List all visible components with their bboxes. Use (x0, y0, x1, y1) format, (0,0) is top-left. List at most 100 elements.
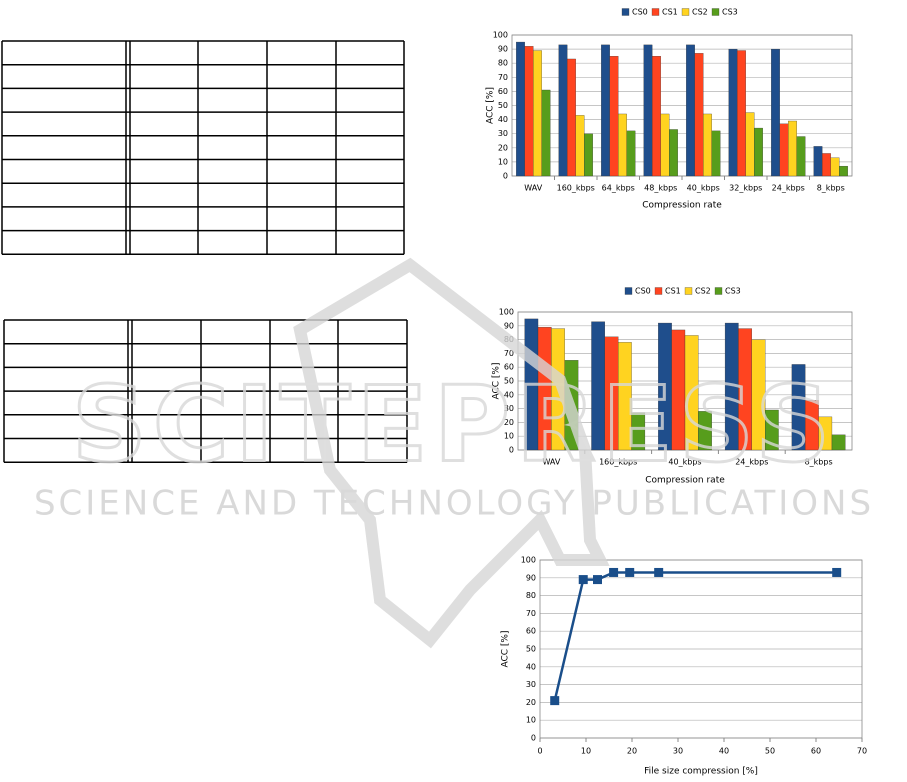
legend-label: CS1 (665, 287, 681, 296)
marker (578, 575, 588, 585)
y-tick-label: 60 (504, 363, 514, 372)
bar (660, 113, 670, 177)
x-tick-label: 160_kbps (599, 458, 637, 467)
legend-swatch (711, 8, 720, 16)
x-tick-label: 160_kbps (557, 184, 595, 193)
y-tick-label: 0 (531, 734, 536, 743)
x-tick-label: 48_kbps (644, 184, 677, 193)
y-tick-label: 40 (498, 115, 508, 124)
bar (751, 339, 766, 451)
y-tick-label: 80 (526, 591, 536, 600)
marker (550, 696, 560, 706)
bar (652, 56, 661, 177)
bar (839, 165, 848, 177)
bar (533, 50, 542, 177)
bar (745, 112, 755, 177)
watermark-logo (293, 257, 610, 649)
legend-label: CS0 (632, 8, 648, 17)
x-tick-label: 32_kbps (729, 184, 762, 193)
bar (524, 46, 534, 177)
bar (618, 113, 627, 177)
bar (609, 56, 619, 177)
legend-swatch (684, 287, 693, 295)
legend-label: CS1 (662, 8, 678, 17)
x-tick-label: 40_kbps (668, 458, 701, 467)
bar (822, 153, 831, 177)
y-tick-label: 40 (504, 390, 514, 399)
x-axis-label: Compression rate (645, 476, 725, 486)
y-axis-label: ACC [%] (492, 362, 502, 399)
bar (830, 157, 840, 177)
plot-frame (539, 559, 863, 739)
x-tick-label: 40 (719, 747, 729, 756)
legend-swatch (651, 8, 660, 16)
x-tick-label: 24_kbps (735, 458, 768, 467)
y-axis-label: ACC [%] (501, 630, 511, 667)
y-tick-label: 50 (498, 101, 508, 110)
bar (669, 129, 678, 177)
y-tick-label: 30 (498, 129, 508, 138)
bar (703, 113, 712, 177)
y-tick-label: 0 (503, 172, 508, 181)
bar (643, 44, 653, 177)
legend-swatch (654, 287, 663, 295)
y-tick-label: 10 (526, 716, 536, 725)
y-tick-label: 20 (526, 698, 536, 707)
legend-swatch (681, 8, 690, 16)
y-tick-label: 70 (504, 349, 514, 358)
bar (567, 58, 576, 177)
y-tick-label: 20 (504, 418, 514, 427)
bar (737, 50, 746, 177)
bar (694, 53, 704, 177)
bar (711, 130, 721, 177)
x-tick-label: 8_kbps (817, 184, 845, 193)
bar (541, 89, 551, 177)
x-tick-label: 24_kbps (772, 184, 805, 193)
marker (609, 567, 619, 577)
legend-label: CS2 (695, 287, 711, 296)
x-axis-label: Compression rate (642, 201, 722, 211)
bar (626, 130, 636, 177)
bar (771, 48, 780, 177)
y-axis-label: ACC [%] (486, 87, 496, 124)
bar (754, 127, 763, 177)
legend-swatch (621, 8, 630, 16)
y-tick-label: 100 (521, 556, 536, 565)
x-tick-label: WAV (524, 184, 542, 193)
y-tick-label: 40 (526, 662, 536, 671)
bar (558, 44, 568, 177)
tables (1, 40, 408, 463)
x-tick-label: 0 (537, 747, 542, 756)
bar (631, 412, 646, 451)
y-tick-label: 30 (504, 404, 514, 413)
y-tick-label: 90 (498, 45, 508, 54)
y-tick-label: 50 (504, 377, 514, 386)
y-tick-label: 100 (493, 31, 508, 40)
x-tick-label: 30 (673, 747, 683, 756)
x-tick-label: 60 (811, 747, 821, 756)
x-tick-label: 20 (627, 747, 637, 756)
x-tick-label: 10 (581, 747, 591, 756)
bar (796, 136, 806, 177)
x-tick-label: 64_kbps (602, 184, 635, 193)
bar (779, 123, 789, 177)
bar (765, 409, 779, 451)
bar (516, 41, 525, 177)
bar (698, 411, 712, 451)
bar (601, 44, 610, 177)
y-tick-label: 70 (526, 609, 536, 618)
bar (831, 434, 846, 451)
marker (654, 567, 664, 577)
watermark-subtitle: SCIENCE AND TECHNOLOGY PUBLICATIONS (34, 484, 874, 524)
bar (818, 416, 833, 451)
y-tick-label: 60 (498, 87, 508, 96)
y-tick-label: 90 (504, 321, 514, 330)
y-tick-label: 90 (526, 573, 536, 582)
bar (813, 146, 823, 177)
y-tick-label: 0 (509, 446, 514, 455)
